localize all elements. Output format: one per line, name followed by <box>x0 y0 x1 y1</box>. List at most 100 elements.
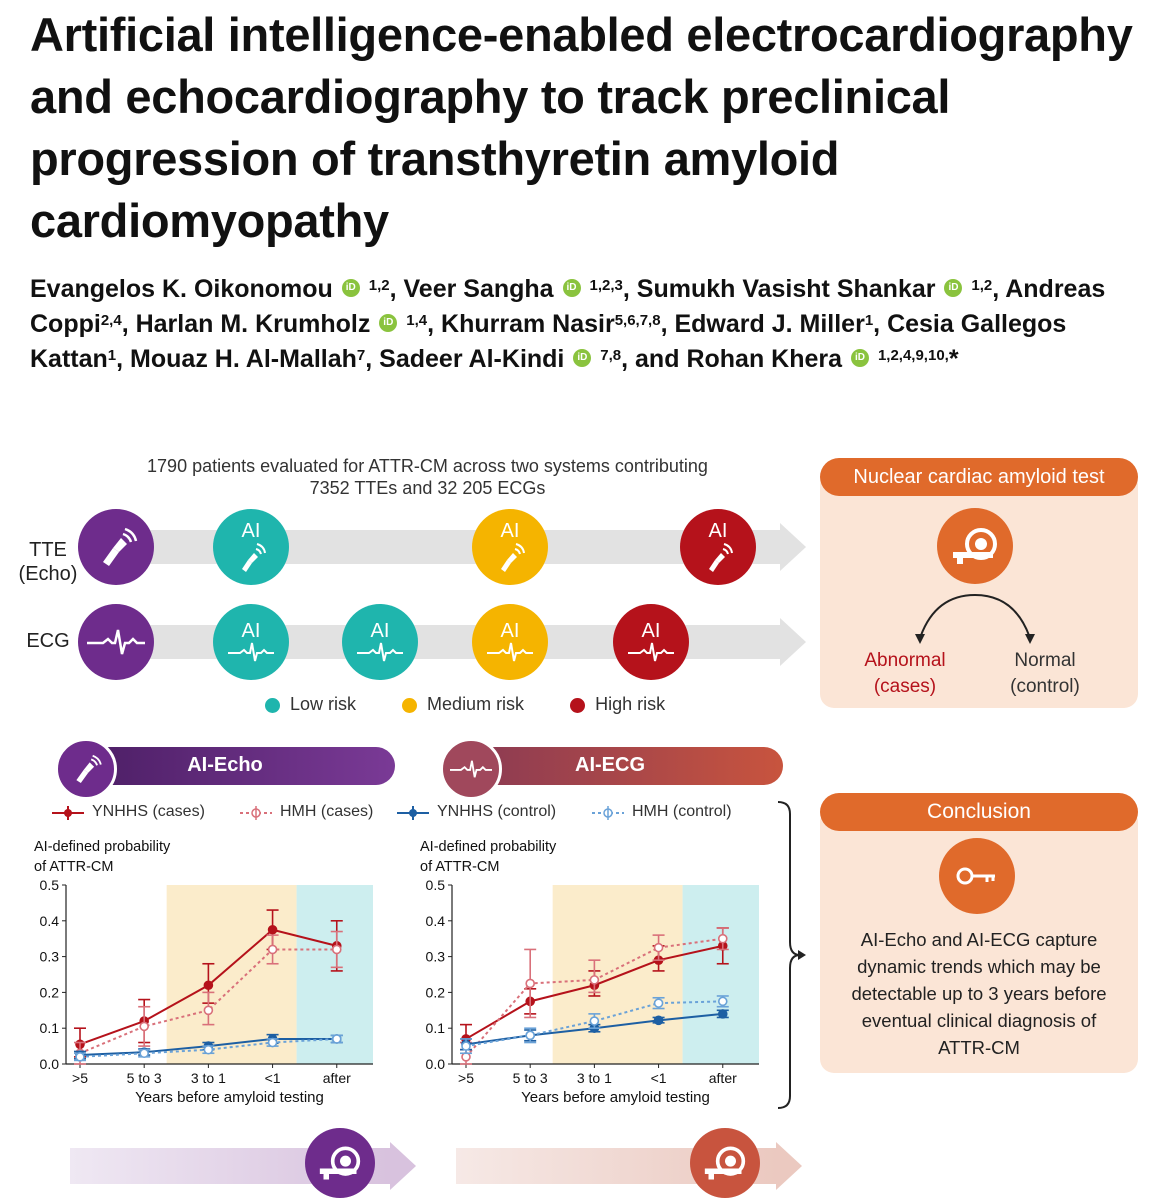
data-point <box>203 980 214 991</box>
affiliation-sup: 1,2 <box>368 277 390 294</box>
legend-marker-hmh-control <box>592 806 624 820</box>
conclusion-line: dynamic trends which may be <box>857 956 1101 977</box>
affiliation-sup: 1,2,3 <box>589 277 623 294</box>
data-point <box>653 998 664 1008</box>
y-tick-label: 0.3 <box>426 949 446 965</box>
orcid-icon[interactable]: iD <box>944 279 963 298</box>
orcid-icon[interactable]: iD <box>379 314 398 333</box>
author-separator: * <box>948 345 959 373</box>
data-point <box>589 975 600 985</box>
ai-ecg-wave-circle <box>440 738 502 800</box>
ai-label: AI <box>241 520 261 542</box>
x-axis-label: Years before amyloid testing <box>521 1089 710 1106</box>
author-separator: , <box>427 310 442 338</box>
data-point <box>653 1015 664 1026</box>
low-risk-dot <box>265 697 280 713</box>
author-name: Sadeer Al-Kindi <box>379 345 565 373</box>
ecg-waveform-icon <box>450 760 492 778</box>
echo-bottom-arrow-head <box>390 1142 416 1190</box>
orcid-icon[interactable]: iD <box>850 349 869 368</box>
normal-label: Normal <box>1014 650 1076 671</box>
x-tick-label: 5 to 3 <box>127 1070 162 1086</box>
y-tick-label: 0.4 <box>40 913 60 929</box>
abnormal-cases-label: (cases) <box>873 676 937 697</box>
medium-risk-dot <box>402 697 418 713</box>
legend-low: Low risk <box>265 694 356 714</box>
high-risk-dot <box>570 697 586 713</box>
data-point <box>525 1030 535 1041</box>
echo-scanner-circle <box>305 1128 375 1198</box>
y-tick-label: 0.1 <box>426 1020 446 1036</box>
x-tick-label: <1 <box>651 1070 667 1086</box>
cohort-line-1: 1790 patients evaluated for ATTR-CM acro… <box>147 456 708 476</box>
author-separator: , <box>121 310 136 338</box>
author-separator: , <box>622 275 637 303</box>
ultrasound-probe-icon <box>242 543 266 572</box>
data-point <box>717 933 728 944</box>
ecg-waveform-icon <box>628 642 674 662</box>
author-separator: , <box>389 275 404 303</box>
data-point <box>589 1016 600 1026</box>
conclusion-title: Conclusion <box>820 793 1138 831</box>
orcid-icon[interactable]: iD <box>573 349 592 368</box>
data-point <box>331 1034 342 1044</box>
risk-legend: Low risk Medium risk High risk <box>265 694 665 715</box>
affiliation-sup: 1,2 <box>971 277 993 294</box>
shaded-period-yellow <box>166 885 297 1064</box>
shaded-period-teal <box>682 885 759 1064</box>
author-separator: , <box>992 275 1006 303</box>
ecg-waveform-circle <box>78 604 154 680</box>
author-name: Veer Sangha <box>403 275 554 303</box>
data-point <box>461 1041 471 1051</box>
y-tick-label: 0.0 <box>426 1056 446 1072</box>
y-tick-label: 0.0 <box>40 1056 60 1072</box>
ai-echo-probe-circle <box>55 738 117 800</box>
nuclear-test-title: Nuclear cardiac amyloid test <box>820 458 1138 496</box>
pet-scanner-icon <box>704 1146 746 1180</box>
y-tick-label: 0.3 <box>40 949 60 965</box>
author-name: Harlan M. Krumholz <box>135 310 371 338</box>
data-point <box>139 1048 149 1059</box>
ai-label: AI <box>370 620 390 642</box>
scanner-circle <box>937 508 1013 584</box>
affiliation-sup: 7 <box>356 347 366 364</box>
data-point <box>717 996 728 1007</box>
conclusion-line: AI-Echo and AI-ECG capture <box>860 929 1098 950</box>
ai-ecg-label: AI-ECG <box>575 754 645 776</box>
affiliation-sup: 5,6,7,8 <box>614 312 661 329</box>
legend-marker-ynhhs-cases <box>52 806 84 820</box>
affiliation-sup: 2,4 <box>100 312 122 329</box>
bracket-brace <box>777 801 806 1109</box>
data-point <box>139 1021 149 1032</box>
series-legend: YNHHS (cases) HMH (cases) YNHHS (control… <box>50 802 770 824</box>
author-name: Cesia Gallegos Kattan <box>30 310 1067 373</box>
ecg-scanner-circle <box>690 1128 760 1198</box>
row-label-tte: TTE <box>29 539 67 561</box>
y-tick-label: 0.1 <box>40 1020 60 1036</box>
ai-label: AI <box>241 620 261 642</box>
data-point <box>525 978 535 989</box>
ai-echo-pill <box>90 747 395 785</box>
orcid-icon[interactable]: iD <box>341 279 360 298</box>
affiliation-sup: 1 <box>107 347 117 364</box>
ecg-ai-circle-low-1: AI <box>213 604 289 680</box>
data-point <box>267 1037 278 1048</box>
ai-ecg-pill <box>475 747 783 785</box>
legend-label-hmh-control: HMH (control) <box>632 803 732 820</box>
ai-ecg-chart: AI-defined probability of ATTR-CM 0.0 0.1 0.… <box>420 839 759 1106</box>
ai-label: AI <box>500 520 520 542</box>
ai-label: AI <box>708 520 728 542</box>
orcid-icon[interactable]: iD <box>562 279 581 298</box>
x-tick-label: 3 to 1 <box>577 1070 612 1086</box>
data-point <box>331 944 342 955</box>
conclusion-line: detectable up to 3 years before <box>851 983 1107 1004</box>
legend-marker-hmh-cases <box>240 806 272 820</box>
x-axis-label: Years before amyloid testing <box>135 1089 324 1106</box>
y-tick-label: 0.2 <box>40 984 60 1000</box>
author-separator: , <box>873 310 888 338</box>
author-separator: , <box>365 345 380 373</box>
result-split-arrows <box>915 593 1035 644</box>
row-label-echo: (Echo) <box>18 563 78 585</box>
y-axis-label: of ATTR-CM <box>34 859 113 875</box>
y-tick-label: 0.5 <box>40 877 60 893</box>
